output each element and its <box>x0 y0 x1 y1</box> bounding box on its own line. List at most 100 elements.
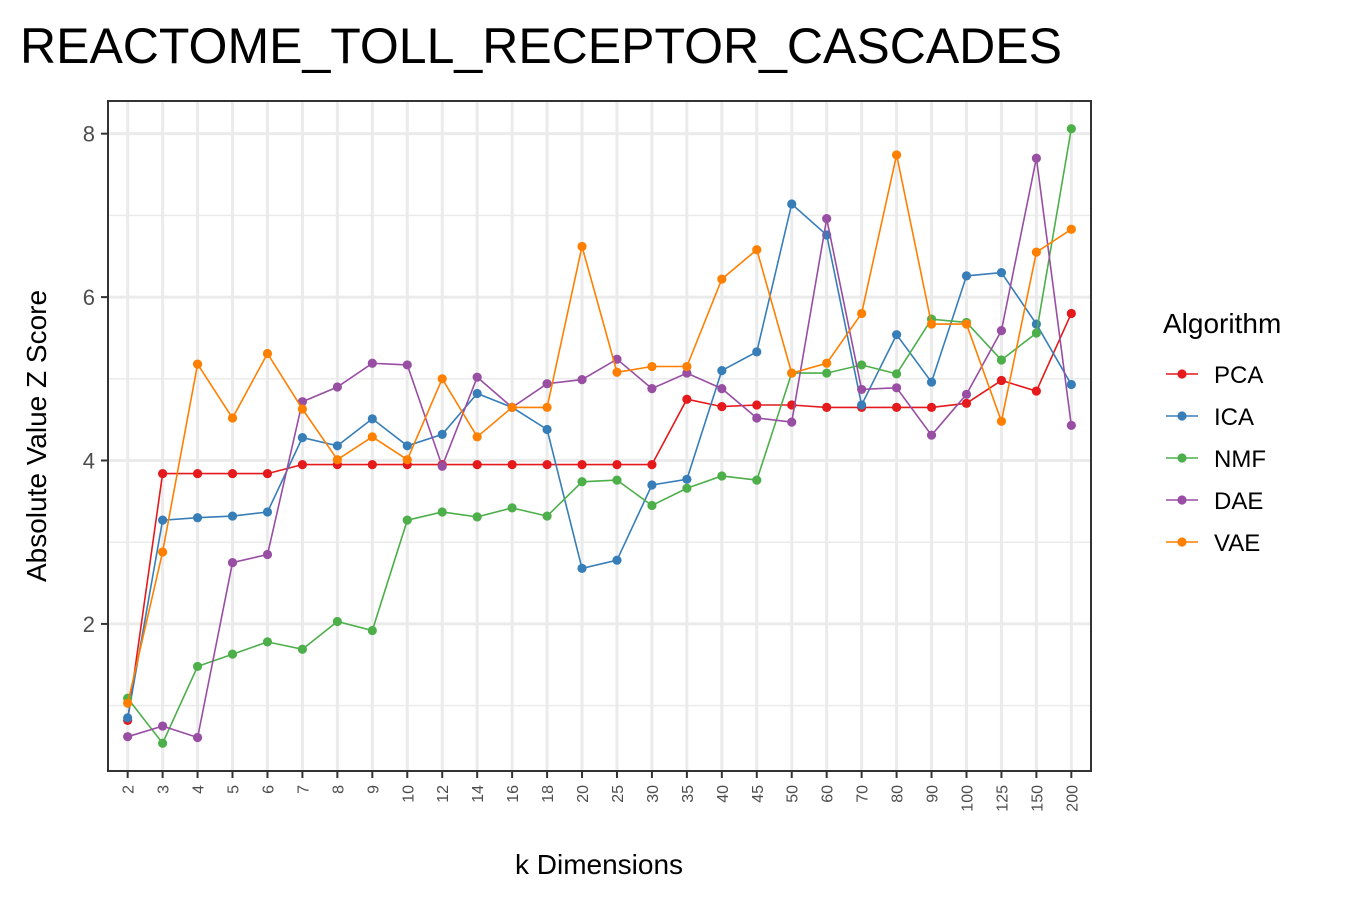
x-tick-label: 50 <box>785 785 802 803</box>
y-tick-label: 6 <box>83 285 95 310</box>
data-point-pca <box>472 459 482 470</box>
legend-label-dae: DAE <box>1214 488 1263 515</box>
y-tick-label: 4 <box>83 449 95 474</box>
data-point-vae <box>158 547 168 557</box>
data-point-vae <box>1066 224 1076 234</box>
data-point-ica <box>996 267 1007 278</box>
x-tick-label: 14 <box>470 785 487 803</box>
data-point-pca <box>158 468 168 479</box>
data-point-dae <box>332 382 342 392</box>
data-point-dae <box>437 461 447 471</box>
data-point-nmf <box>332 616 342 627</box>
data-point-dae <box>227 558 238 568</box>
data-point-ica <box>192 513 203 523</box>
legend-marker-nmf <box>1177 453 1187 463</box>
x-tick-label: 60 <box>820 785 837 803</box>
series-line-dae <box>127 158 1073 739</box>
series-line-vae <box>126 154 1072 704</box>
data-point-ica <box>332 441 342 451</box>
data-point-vae <box>192 359 203 369</box>
data-point-vae <box>367 432 377 442</box>
data-point-ica <box>262 507 273 517</box>
data-point-dae <box>577 375 587 385</box>
data-point-vae <box>332 455 342 465</box>
data-point-ica <box>437 429 447 439</box>
data-point-dae <box>542 379 552 389</box>
data-point-pca <box>612 459 622 470</box>
data-point-pca <box>227 468 238 479</box>
data-point-pca <box>891 402 902 413</box>
data-point-nmf <box>542 511 552 521</box>
data-point-dae <box>717 384 727 394</box>
x-tick-label: 25 <box>610 785 627 803</box>
x-tick-label: 125 <box>994 785 1011 812</box>
data-point-nmf <box>158 738 168 748</box>
data-point-vae <box>227 413 238 423</box>
data-point-nmf <box>367 625 377 636</box>
x-tick-label: 7 <box>295 785 312 794</box>
x-tick-label: 12 <box>435 785 452 803</box>
series-dae <box>123 153 1076 743</box>
legend-marker-dae <box>1177 495 1187 505</box>
data-point-pca <box>577 459 587 470</box>
data-point-dae <box>1066 420 1076 430</box>
data-point-pca <box>752 400 762 410</box>
x-tick-label: 200 <box>1064 785 1081 812</box>
data-point-dae <box>472 372 482 382</box>
data-point-ica <box>1031 319 1041 329</box>
x-tick-label: 35 <box>680 785 697 803</box>
data-point-dae <box>822 214 832 224</box>
data-point-ica <box>891 330 902 340</box>
data-point-vae <box>891 150 902 160</box>
data-point-vae <box>787 368 797 378</box>
x-tick-label: 3 <box>156 785 173 794</box>
data-point-dae <box>926 430 937 440</box>
data-point-ica <box>227 511 238 521</box>
data-point-nmf <box>192 661 203 672</box>
chart-title: REACTOME_TOLL_RECEPTOR_CASCADES <box>20 18 1062 74</box>
data-point-ica <box>1066 379 1076 390</box>
series-vae <box>123 150 1076 708</box>
legend-title: Algorithm <box>1163 308 1281 339</box>
legend-marker-vae <box>1177 537 1187 547</box>
data-point-nmf <box>472 512 482 522</box>
data-point-dae <box>192 732 203 743</box>
data-point-nmf <box>612 475 622 485</box>
data-point-nmf <box>891 369 902 379</box>
data-point-ica <box>787 199 797 209</box>
x-tick-label: 90 <box>925 785 942 803</box>
data-point-nmf <box>297 644 308 654</box>
x-tick-label: 30 <box>645 785 662 803</box>
data-point-nmf <box>1031 328 1041 338</box>
x-tick-label: 16 <box>505 785 522 803</box>
data-point-dae <box>752 413 762 423</box>
data-point-nmf <box>577 477 587 487</box>
legend: Algorithm PCA ICA NMF DAE VAE <box>1163 308 1281 557</box>
data-point-ica <box>647 480 657 490</box>
data-point-vae <box>612 367 622 377</box>
legend-label-vae: VAE <box>1214 530 1260 557</box>
x-tick-label: 40 <box>715 785 732 803</box>
data-point-nmf <box>507 503 517 513</box>
legend-item-pca: PCA <box>1166 362 1263 389</box>
data-point-vae <box>542 402 552 413</box>
data-point-vae <box>926 319 937 329</box>
y-axis-title: Absolute Value Z Score <box>21 290 52 582</box>
legend-label-ica: ICA <box>1214 404 1254 431</box>
data-point-vae <box>123 698 133 708</box>
legend-items: PCA ICA NMF DAE VAE <box>1166 362 1266 557</box>
data-point-pca <box>262 468 273 479</box>
data-point-vae <box>822 358 832 368</box>
data-point-ica <box>367 414 377 424</box>
data-point-nmf <box>402 515 412 525</box>
data-point-dae <box>402 360 412 370</box>
data-point-pca <box>682 394 692 404</box>
data-point-nmf <box>437 507 447 517</box>
x-axis-title: k Dimensions <box>515 849 683 880</box>
data-point-ica <box>857 400 867 410</box>
data-point-ica <box>577 563 587 573</box>
x-tick-label: 9 <box>365 785 382 794</box>
data-point-vae <box>402 455 412 465</box>
data-point-nmf <box>647 500 657 511</box>
